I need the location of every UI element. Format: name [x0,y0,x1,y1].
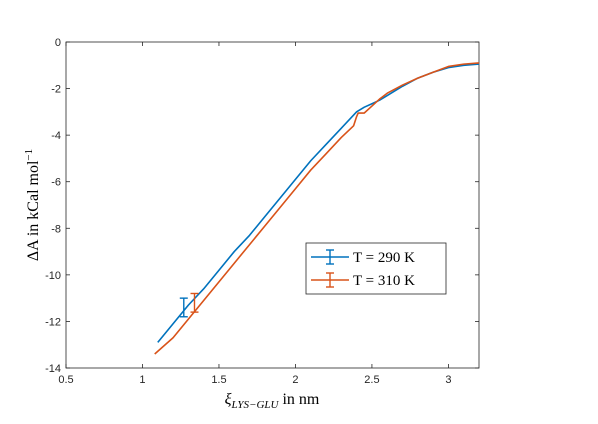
x-axis-unit: in nm [278,391,319,408]
y-axis-prefix: ΔA in kCal mol [25,160,42,261]
y-tick-label: -6 [51,177,61,189]
x-tick-label: 1 [139,374,145,386]
x-tick-label: 1.5 [211,374,226,386]
legend-item-1: T = 290 K [311,249,415,266]
legend-items: T = 290 K T = 310 K [311,249,415,289]
x-axis-symbol: ξ [225,391,232,408]
y-tick-label: 0 [55,37,61,49]
series-line-2 [154,62,480,355]
y-ticks: 0 -2 -4 -6 -8 -10 -12 -14 [45,37,479,375]
y-tick-label: -2 [51,84,61,96]
y-tick-label: -4 [51,130,61,142]
legend-label: T = 310 K [353,273,415,289]
y-tick-label: -10 [45,270,61,282]
plot-frame [65,41,480,369]
y-axis-superscript: −1 [23,149,35,161]
y-axis-title: ΔA in kCal mol−1 [23,149,42,261]
y-tick-label: -8 [51,223,61,235]
legend: T = 290 K T = 310 K [305,242,447,295]
y-tick-label: -14 [45,363,61,375]
x-axis-subscript: LYS−GLU [231,399,280,411]
error-bar-2 [190,292,199,313]
x-tick-label: 0.5 [58,374,73,386]
legend-label: T = 290 K [353,250,415,266]
x-tick-label: 3 [445,374,451,386]
x-tick-label: 2 [292,374,298,386]
x-tick-label: 2.5 [364,374,379,386]
x-ticks: 0.5 1 1.5 2 2.5 3 [58,42,451,386]
series-group [154,62,480,355]
legend-item-2: T = 310 K [311,272,415,289]
y-tick-label: -12 [45,316,61,328]
error-bar-1 [179,297,188,318]
plot-area: 0.5 1 1.5 2 2.5 3 0 -2 -4 -6 -8 -10 -12 -14 [45,37,480,386]
x-axis-title: ξLYS−GLU in nm [225,391,320,411]
